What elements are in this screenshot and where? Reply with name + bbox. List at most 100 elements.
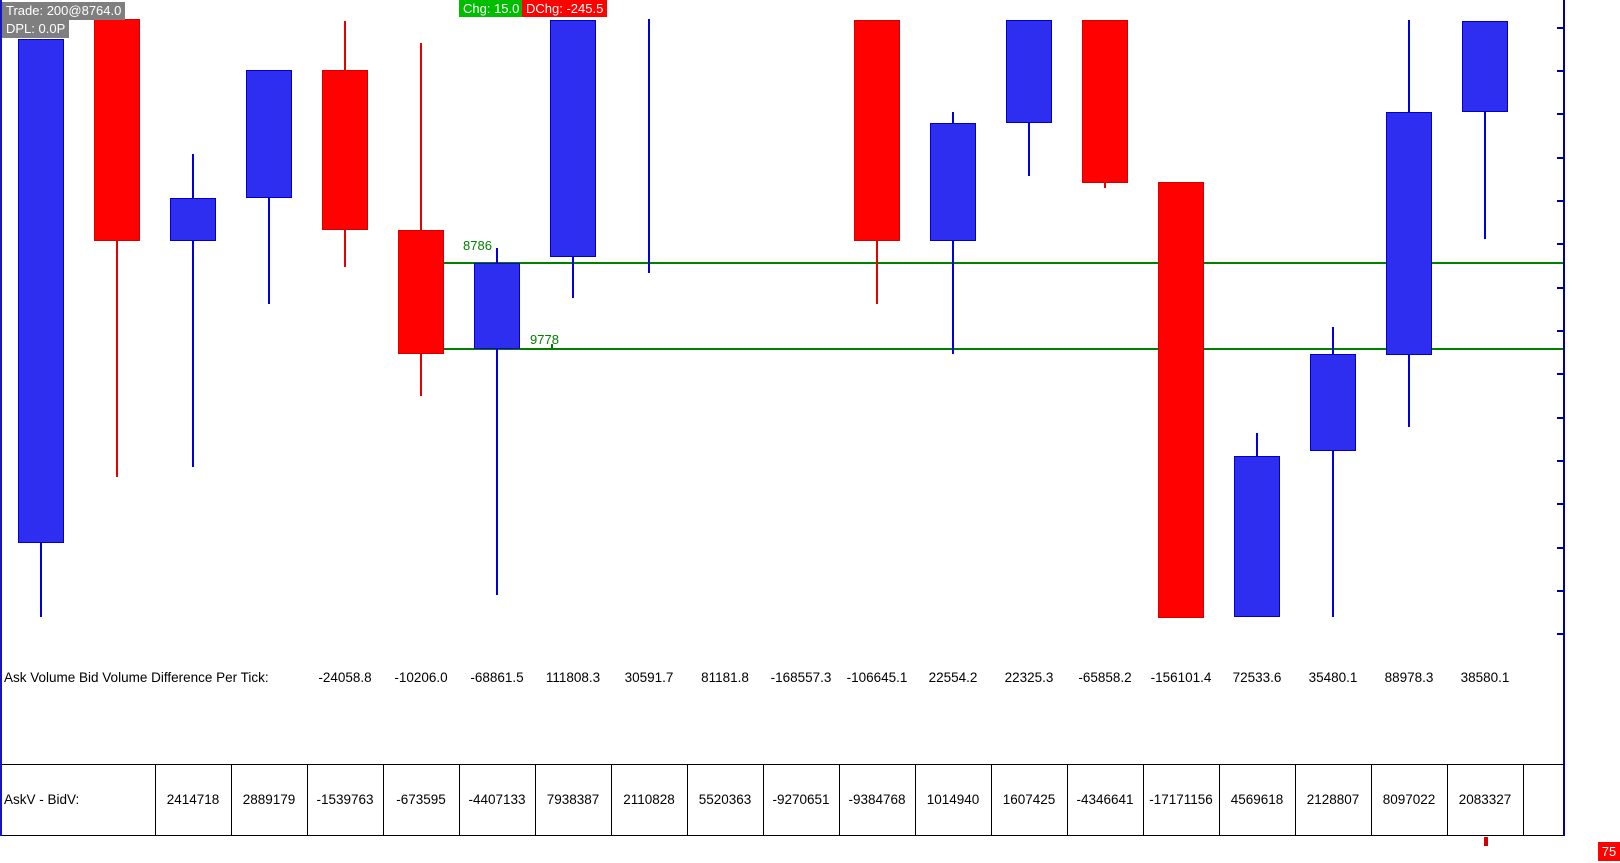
per-tick-value-5: 81181.8 [701,670,749,685]
price-level-label-9778: 9778 [530,332,559,347]
candle-3-body-up [170,198,216,241]
askv-bidv-value-15: 2128807 [1306,792,1360,807]
table-column-border-11 [991,764,992,836]
table-column-border-16 [1371,764,1372,836]
candle-1-body-up [18,39,64,543]
askv-bidv-value-9: -9384768 [848,792,906,807]
chart-right-border [1563,0,1565,836]
price-level-line-8786 [412,262,1563,264]
per-tick-value-0: -24058.8 [318,670,372,685]
candle-6-wick [420,43,422,396]
candle-20-body-up [1462,21,1508,112]
price-level-label-8786: 8786 [463,238,492,253]
askv-bidv-value-4: -4407133 [468,792,526,807]
table-column-border-2 [307,764,308,836]
table-column-border-14 [1219,764,1220,836]
askv-bidv-value-12: -4346641 [1076,792,1134,807]
right-axis-tick-5 [1557,243,1563,245]
candle-2-body-down [94,19,140,241]
candle-18-body-up [1310,354,1356,451]
per-tick-value-10: -65858.2 [1078,670,1132,685]
per-tick-value-12: 72533.6 [1232,670,1282,685]
price-level-line-9778 [412,348,1563,350]
right-axis-tick-8 [1557,373,1563,375]
askv-bidv-value-5: 7938387 [546,792,600,807]
candle-12-body-down [854,20,900,241]
table-bottom-border [0,835,1564,836]
table-column-border-13 [1143,764,1144,836]
right-axis-tick-12 [1557,547,1563,549]
candle-3-wick [192,154,194,467]
candle-13-body-up [930,123,976,241]
askv-bidv-value-10: 1014940 [926,792,980,807]
right-axis-tick-14 [1557,633,1563,635]
askv-bidv-value-14: 4569618 [1230,792,1284,807]
candle-2-wick [116,19,118,477]
candle-7-body-up [474,263,520,349]
candle-9-wick [648,19,650,273]
askv-bidv-table-label: AskV - BidV: [4,792,80,807]
table-column-border-17 [1447,764,1448,836]
daily-change-label: DChg: -245.5 [522,0,608,17]
right-axis-tick-11 [1557,503,1563,505]
askv-bidv-value-2: -1539763 [316,792,374,807]
candle-16-body-down [1158,182,1204,618]
per-tick-value-15: 38580.1 [1460,670,1510,685]
right-axis-tick-1 [1557,70,1563,72]
right-axis-tick-7 [1557,330,1563,332]
right-axis-tick-9 [1557,417,1563,419]
ask-bid-diff-row-label: Ask Volume Bid Volume Difference Per Tic… [4,670,269,685]
per-tick-value-1: -10206.0 [394,670,448,685]
askv-bidv-value-6: 2110828 [623,792,675,807]
per-tick-value-11: -156101.4 [1150,670,1212,685]
candle-18-wick [1332,327,1334,617]
per-tick-value-9: 22325.3 [1004,670,1054,685]
askv-bidv-value-16: 8097022 [1382,792,1436,807]
table-column-border-15 [1295,764,1296,836]
table-column-border-12 [1067,764,1068,836]
dpl-label: DPL: 0.0P [2,20,70,38]
table-column-border-8 [763,764,764,836]
candle-5-body-down [322,70,368,230]
askv-bidv-value-13: -17171156 [1149,792,1213,807]
per-tick-value-8: 22554.2 [928,670,978,685]
candle-8-body-up [550,20,596,257]
per-tick-value-13: 35480.1 [1308,670,1358,685]
chart-left-border [0,0,2,836]
candle-17-body-up [1234,456,1280,617]
askv-bidv-value-17: 2083327 [1458,792,1512,807]
table-column-border-1 [231,764,232,836]
askv-bidv-value-0: 2414718 [166,792,220,807]
right-axis-tick-13 [1557,590,1563,592]
candle-14-body-up [1006,20,1052,123]
table-column-border-7 [687,764,688,836]
candle-19-body-up [1386,112,1432,355]
table-top-border [0,764,1564,765]
right-axis-tick-3 [1557,157,1563,159]
current-column-marker [1484,837,1488,846]
candle-7-wick [496,248,498,595]
change-label: Chg: 15.0 [459,0,524,17]
per-tick-value-3: 111808.3 [545,670,601,685]
table-column-border-6 [611,764,612,836]
per-tick-value-7: -106645.1 [846,670,908,685]
askv-bidv-value-11: 1607425 [1002,792,1056,807]
table-column-border-0 [155,764,156,836]
right-axis-tick-4 [1557,200,1563,202]
candle-4-body-up [246,70,292,198]
price-level-tick-9778 [551,344,553,348]
candle-20-wick [1484,21,1486,239]
per-tick-value-2: -68861.5 [470,670,524,685]
candle-15-body-down [1082,20,1128,183]
candle-6-body-down [398,230,444,354]
askv-bidv-value-1: 2889179 [242,792,296,807]
status-count-badge: 75 [1598,842,1620,861]
table-column-border-18 [1523,764,1524,836]
trade-position-label: Trade: 200@8764.0 [2,2,126,20]
per-tick-value-6: -168557.3 [770,670,832,685]
table-column-border-10 [915,764,916,836]
table-column-border-4 [459,764,460,836]
askv-bidv-value-8: -9270651 [772,792,830,807]
right-axis-tick-10 [1557,460,1563,462]
